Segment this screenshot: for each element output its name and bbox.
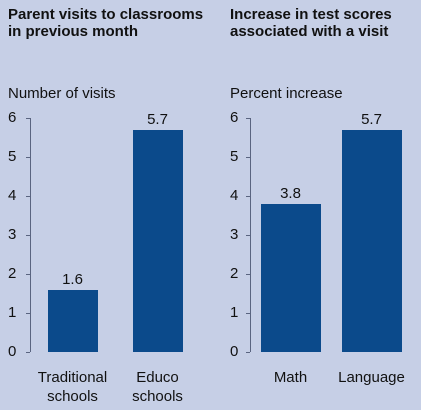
tick-mark	[26, 196, 30, 197]
y-axis-label: Number of visits	[8, 85, 116, 102]
tick-mark	[246, 235, 250, 236]
tick-mark	[26, 118, 30, 119]
y-tick-label: 3	[8, 226, 17, 243]
y-axis	[250, 118, 251, 352]
y-axis	[30, 118, 31, 352]
tick-mark	[26, 274, 30, 275]
y-tick-label: 4	[230, 187, 239, 204]
y-tick-label: 6	[230, 109, 239, 126]
y-tick-label: 3	[230, 226, 239, 243]
data-label: 3.8	[280, 184, 301, 202]
x-tick-label: Educo schools	[132, 369, 183, 405]
data-label: 5.7	[361, 110, 382, 128]
tick-mark	[246, 274, 250, 275]
y-axis-label: Percent increase	[230, 85, 343, 102]
y-tick-label: 0	[8, 343, 17, 360]
chart-title: Increase in test scores associated with …	[230, 6, 392, 40]
chart-title: Parent visits to classrooms in previous …	[8, 6, 204, 40]
y-tick-label: 1	[230, 304, 239, 321]
bar	[341, 129, 402, 352]
bar	[132, 129, 183, 352]
bar	[260, 203, 321, 352]
tick-mark	[26, 352, 30, 353]
y-tick-label: 5	[230, 148, 239, 165]
y-tick-label: 2	[8, 265, 17, 282]
y-tick-label: 6	[8, 109, 17, 126]
y-tick-label: 0	[230, 343, 239, 360]
y-tick-label: 2	[230, 265, 239, 282]
y-tick-label: 1	[8, 304, 17, 321]
tick-mark	[26, 313, 30, 314]
tick-mark	[246, 313, 250, 314]
data-label: 1.6	[62, 270, 83, 288]
x-tick-label: Math	[273, 369, 308, 386]
bar	[47, 289, 98, 352]
x-tick-label: Traditional schools	[37, 369, 108, 405]
y-tick-label: 5	[8, 148, 17, 165]
x-tick-label: Language	[338, 369, 405, 386]
tick-mark	[246, 196, 250, 197]
data-label: 5.7	[147, 110, 168, 128]
tick-mark	[246, 352, 250, 353]
tick-mark	[246, 118, 250, 119]
tick-mark	[246, 157, 250, 158]
tick-mark	[26, 235, 30, 236]
tick-mark	[26, 157, 30, 158]
y-tick-label: 4	[8, 187, 17, 204]
